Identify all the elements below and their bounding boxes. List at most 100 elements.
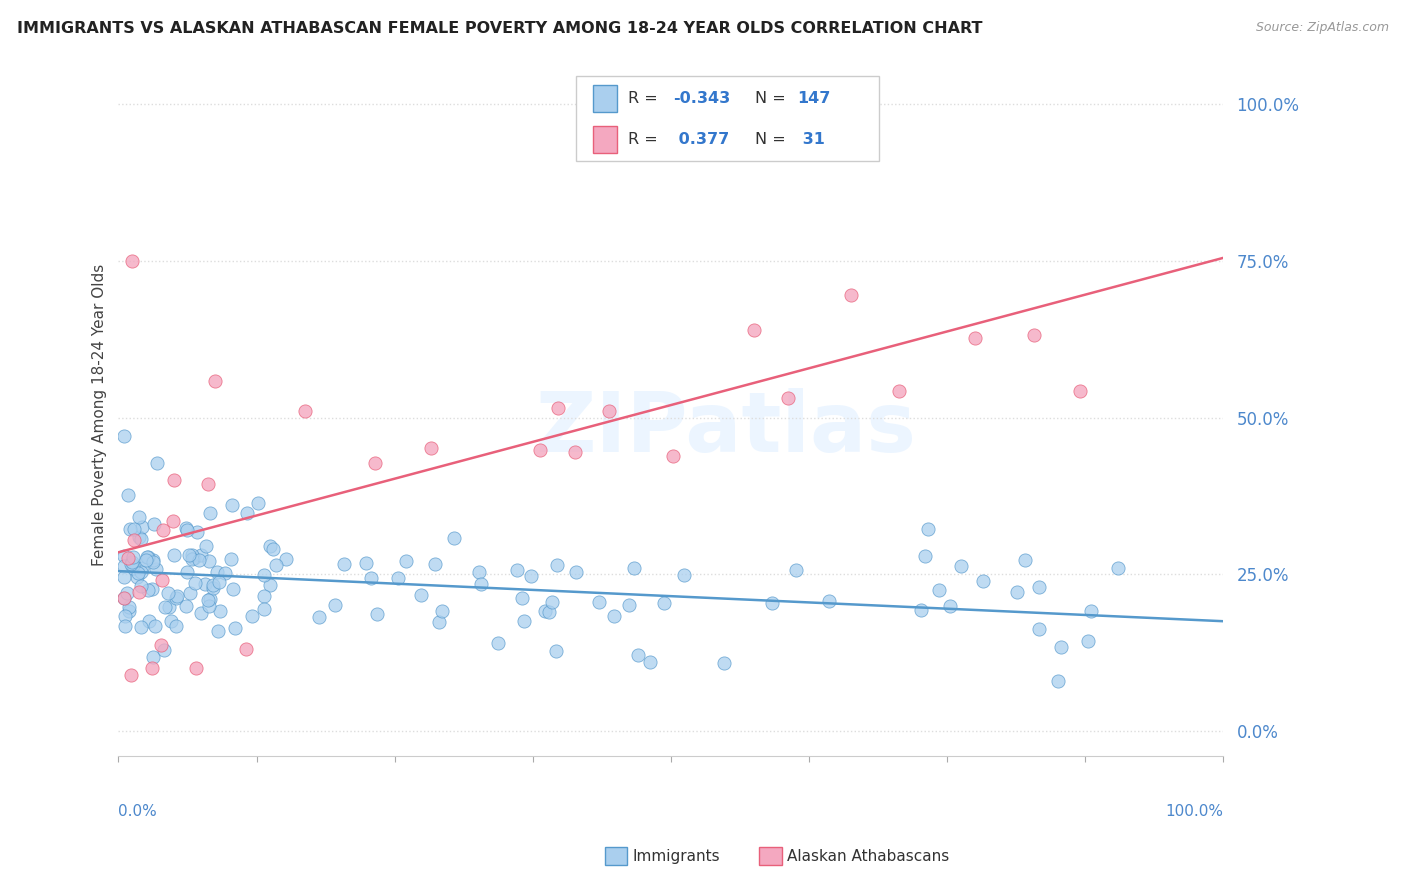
Point: [276, 552, 298, 566]
Point: [785, 563, 807, 577]
Point: [468, 565, 491, 579]
Point: [520, 569, 543, 583]
Point: [333, 557, 356, 571]
Text: Alaskan Athabascans: Alaskan Athabascans: [787, 849, 949, 863]
Point: [156, 586, 179, 600]
Point: [153, 599, 176, 614]
Point: [423, 557, 446, 571]
Point: [135, 553, 157, 567]
Point: [184, 576, 207, 591]
Point: [163, 548, 186, 562]
Point: [839, 288, 862, 302]
Point: [117, 551, 139, 566]
Point: [939, 599, 962, 613]
Point: [538, 605, 561, 619]
Point: [547, 401, 569, 415]
Point: [598, 403, 620, 417]
Point: [190, 606, 212, 620]
Point: [136, 583, 159, 598]
Point: [219, 552, 242, 566]
Point: [177, 548, 200, 562]
Point: [181, 549, 204, 563]
Text: N =: N =: [755, 91, 792, 106]
Point: [208, 574, 231, 589]
Point: [427, 615, 450, 629]
Text: R =: R =: [628, 91, 664, 106]
Point: [1028, 580, 1050, 594]
Text: N =: N =: [755, 132, 792, 146]
Point: [176, 565, 198, 579]
Point: [914, 549, 936, 564]
Point: [235, 642, 257, 657]
Point: [617, 599, 640, 613]
Point: [928, 583, 950, 598]
Point: [162, 514, 184, 528]
Point: [588, 595, 610, 609]
Point: [131, 560, 153, 574]
Point: [294, 404, 316, 418]
Point: [264, 558, 287, 572]
Point: [194, 577, 217, 591]
Point: [205, 565, 228, 579]
Point: [308, 609, 330, 624]
Point: [122, 522, 145, 536]
Text: 0.377: 0.377: [673, 132, 730, 146]
Point: [360, 571, 382, 585]
Point: [179, 586, 201, 600]
Point: [529, 442, 551, 457]
Point: [198, 554, 221, 568]
Point: [136, 549, 159, 564]
Point: [121, 555, 143, 569]
Point: [142, 553, 165, 567]
Point: [153, 643, 176, 657]
Text: 31: 31: [797, 132, 825, 146]
Point: [166, 590, 188, 604]
Point: [259, 539, 281, 553]
Point: [112, 591, 135, 606]
Point: [131, 520, 153, 534]
Point: [120, 557, 142, 571]
Point: [640, 655, 662, 669]
Point: [120, 522, 142, 536]
Point: [198, 592, 221, 607]
Point: [603, 608, 626, 623]
Point: [118, 600, 141, 615]
Point: [430, 604, 453, 618]
Point: [197, 593, 219, 607]
Point: [186, 525, 208, 540]
Point: [564, 445, 586, 459]
Point: [115, 585, 138, 599]
Point: [224, 621, 246, 635]
Point: [129, 620, 152, 634]
Point: [159, 614, 181, 628]
Point: [125, 570, 148, 584]
Point: [1107, 561, 1129, 575]
Point: [1022, 328, 1045, 343]
Point: [183, 551, 205, 566]
Point: [112, 569, 135, 583]
Point: [236, 506, 259, 520]
Point: [486, 636, 509, 650]
Point: [114, 619, 136, 633]
Point: [122, 549, 145, 564]
Point: [117, 488, 139, 502]
Point: [122, 533, 145, 547]
Point: [207, 624, 229, 639]
Point: [910, 603, 932, 617]
Point: [214, 566, 236, 581]
Point: [165, 619, 187, 633]
Point: [1077, 634, 1099, 648]
Point: [1080, 604, 1102, 618]
Point: [112, 429, 135, 443]
Point: [142, 650, 165, 665]
Point: [112, 549, 135, 563]
Point: [652, 596, 675, 610]
Text: Immigrants: Immigrants: [633, 849, 720, 863]
Point: [513, 614, 536, 628]
Point: [262, 541, 284, 556]
Point: [150, 573, 173, 587]
Point: [917, 522, 939, 536]
Point: [141, 661, 163, 675]
Point: [197, 477, 219, 491]
Point: [195, 539, 218, 553]
